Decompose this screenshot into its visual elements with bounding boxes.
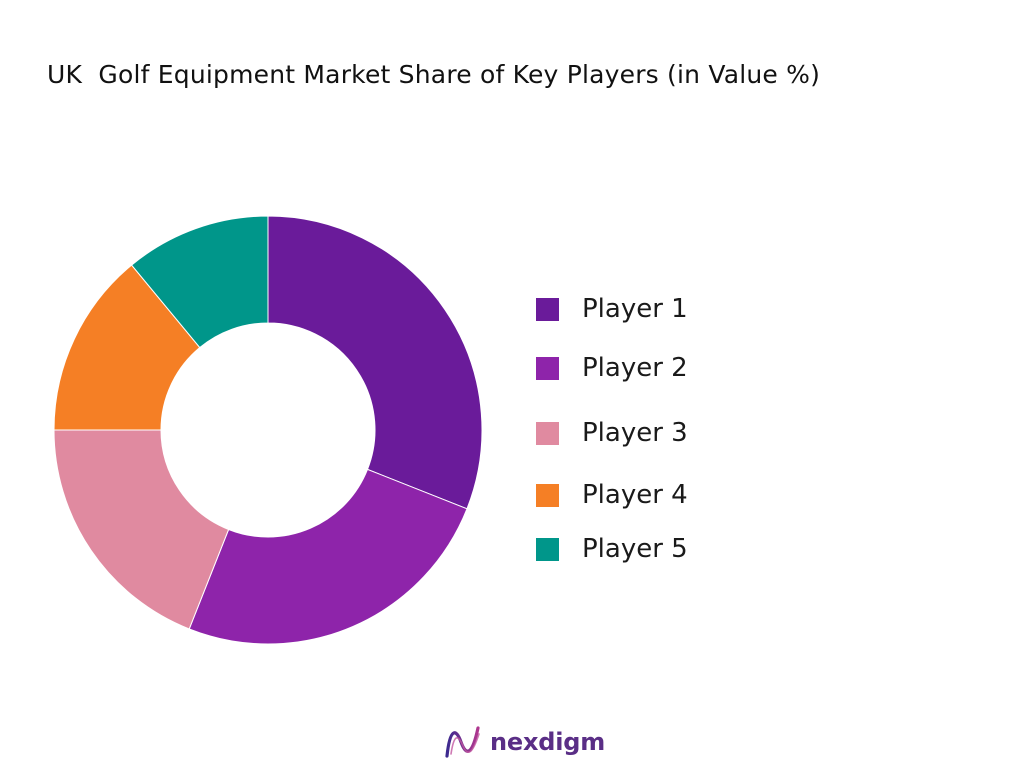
nexdigm-brand: nexdigm: [444, 722, 605, 762]
donut-slice-player-3: [53, 429, 230, 630]
legend-swatch-player-1: [536, 297, 559, 321]
donut-slice-player-1: [267, 215, 483, 510]
legend-swatch-player-4: [536, 483, 559, 507]
donut-slice-player-2: [188, 468, 468, 645]
legend-label-player-5: Player 5: [582, 534, 688, 564]
brand-name: nexdigm: [490, 728, 606, 756]
legend-item-player-3: Player 3: [536, 418, 688, 448]
legend-item-player-4: Player 4: [536, 480, 688, 510]
legend-swatch-player-5: [536, 537, 559, 561]
legend-label-player-1: Player 1: [582, 294, 688, 324]
legend-swatch-player-3: [536, 421, 559, 445]
donut-slice-player-4: [53, 264, 201, 431]
legend-item-player-5: Player 5: [536, 534, 688, 564]
legend-item-player-2: Player 2: [536, 353, 688, 383]
chart-legend: Player 1 Player 2 Player 3 Player 4 Play…: [536, 290, 796, 580]
legend-label-player-2: Player 2: [582, 353, 688, 383]
legend-label-player-3: Player 3: [582, 418, 688, 448]
chart-title: UK Golf Equipment Market Share of Key Pl…: [47, 60, 821, 89]
nexdigm-wave-logo-icon: [445, 726, 480, 758]
legend-item-player-1: Player 1: [536, 294, 688, 324]
donut-slice-player-5: [130, 215, 269, 349]
legend-label-player-4: Player 4: [582, 480, 688, 510]
legend-swatch-player-2: [536, 356, 559, 380]
